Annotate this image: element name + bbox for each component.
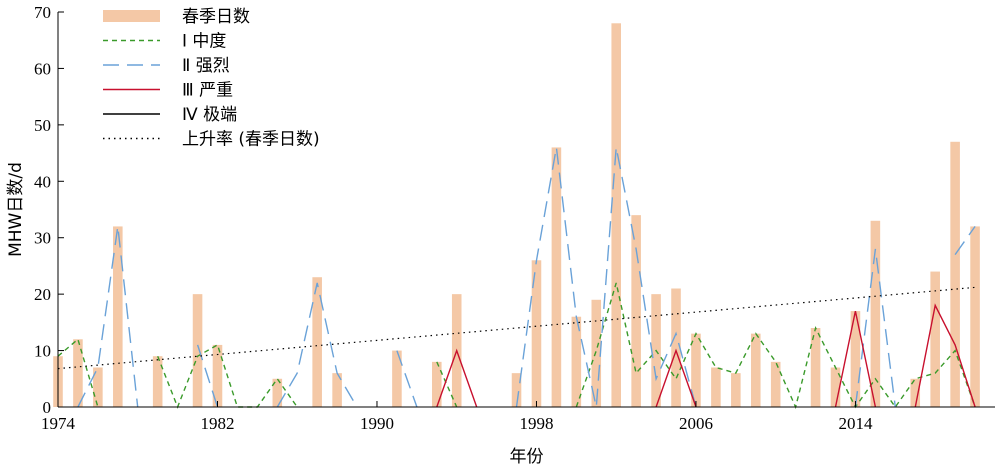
series-line-2-seg-4: [515, 147, 697, 408]
bar-2020: [970, 226, 980, 407]
bar-1981: [192, 294, 203, 407]
x-tick-label-1990: 1990: [360, 414, 394, 433]
bar-2007: [711, 367, 721, 407]
series-line-1-seg-0: [57, 338, 99, 408]
bar-2000: [571, 316, 582, 407]
bar-1975: [73, 339, 83, 407]
bar-1998: [531, 260, 542, 407]
bar-1999: [551, 147, 562, 407]
bar-1976: [93, 367, 103, 407]
bar-2014: [850, 311, 861, 407]
series-line-2-seg-2: [276, 282, 358, 408]
x-tick-label-1982: 1982: [200, 414, 234, 433]
series-line-2-seg-1: [196, 344, 219, 408]
lines-layer: [57, 147, 976, 410]
legend-label-trend: 上升率 (春季日数): [182, 130, 320, 150]
x-tick-label-2006: 2006: [679, 414, 713, 433]
bar-2018: [930, 271, 940, 407]
bar-1977: [113, 226, 123, 407]
y-tick-label-20: 20: [34, 285, 51, 304]
y-tick-label-30: 30: [34, 229, 51, 248]
y-tick-label-60: 60: [34, 59, 51, 78]
series-line-3-seg-1: [655, 348, 697, 408]
bar-2003: [631, 215, 641, 407]
bars-layer: [53, 23, 980, 408]
y-tick-label-50: 50: [34, 116, 51, 135]
y-axis-title: MHW日数/d: [6, 162, 26, 257]
legend-swatch-bars: [103, 10, 160, 22]
series-line-2-seg-3: [396, 350, 418, 408]
bar-1982: [212, 344, 223, 407]
bar-2013: [830, 367, 841, 407]
series-line-2-seg-6: [954, 225, 976, 256]
bar-1979: [152, 356, 163, 407]
legend-label-series-4: Ⅳ 极端: [182, 105, 237, 125]
y-tick-label-0: 0: [43, 398, 52, 417]
bar-1991: [392, 350, 402, 407]
bar-2009: [750, 333, 761, 407]
x-tick-label-1974: 1974: [41, 414, 76, 433]
x-axis-title: 年份: [510, 447, 544, 467]
bar-2015: [870, 220, 881, 407]
bar-2006: [691, 333, 701, 407]
bar-1988: [332, 373, 342, 407]
y-tick-label-10: 10: [34, 342, 51, 361]
series-line-1-seg-1: [157, 343, 298, 409]
y-tick-label-40: 40: [34, 172, 51, 191]
series-line-2-seg-0: [77, 226, 139, 408]
bar-2010: [770, 361, 781, 407]
bar-2017: [910, 378, 921, 407]
bar-2012: [810, 328, 821, 407]
series-line-3-seg-0: [436, 348, 478, 408]
bar-1987: [312, 277, 322, 407]
bar-2001: [591, 299, 602, 407]
legend-label-series-1: Ⅰ 中度: [182, 32, 226, 52]
axes-layer: 0 10 20 30 40 50 60 70 1974 1982 1990 1998 2006 2014: [34, 3, 995, 433]
x-tick-label-2014: 2014: [838, 414, 873, 433]
legend-label-series-3: Ⅲ 严重: [182, 81, 233, 101]
bar-2008: [731, 373, 741, 407]
x-tick-label-1998: 1998: [519, 414, 553, 433]
legend-label-bars: 春季日数: [182, 7, 250, 27]
bar-2005: [671, 288, 681, 407]
series-line-3-seg-2: [834, 310, 877, 408]
series-line-1-seg-3: [575, 282, 976, 410]
y-tick-label-70: 70: [34, 3, 51, 22]
bar-2019: [950, 141, 960, 408]
bar-1993: [432, 361, 442, 407]
bar-1997: [511, 373, 522, 407]
bar-1985: [272, 378, 283, 407]
bar-2002: [611, 23, 621, 408]
legend-label-series-2: Ⅱ 强烈: [182, 56, 230, 76]
series-line-3-seg-3: [914, 303, 976, 408]
series-line-2-seg-5: [854, 248, 896, 408]
